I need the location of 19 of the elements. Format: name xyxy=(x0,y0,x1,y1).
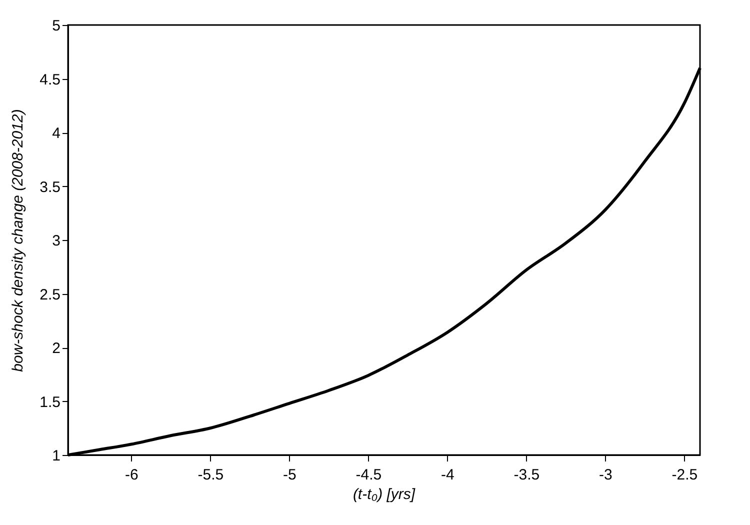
y-tick-label: 3 xyxy=(52,232,60,250)
y-tick-label: 3.5 xyxy=(40,178,60,196)
x-tick-label: -5.5 xyxy=(198,466,224,484)
x-tick-label: -4.5 xyxy=(356,466,382,484)
x-tick-label: -3.5 xyxy=(514,466,540,484)
x-axis-title: (t-t₀) [yrs] xyxy=(352,486,416,503)
y-tick-label: 1 xyxy=(52,448,60,464)
y-tick-label: 4.5 xyxy=(40,71,60,88)
x-tick-label: -5 xyxy=(283,466,296,484)
x-tick-label: -6 xyxy=(125,466,138,484)
y-tick-label: 2.5 xyxy=(40,286,60,304)
y-tick-label: 2 xyxy=(52,340,60,357)
y-tick-label: 5 xyxy=(52,18,60,34)
x-tick-label: -2.5 xyxy=(672,466,698,484)
y-tick-label: 1.5 xyxy=(40,394,60,411)
x-tick-label: -4 xyxy=(441,466,454,484)
x-tick-label: -3 xyxy=(599,466,612,484)
y-axis-title: bow-shock density change (2008-2012) xyxy=(10,109,27,372)
y-tick-label: 4 xyxy=(52,125,60,142)
